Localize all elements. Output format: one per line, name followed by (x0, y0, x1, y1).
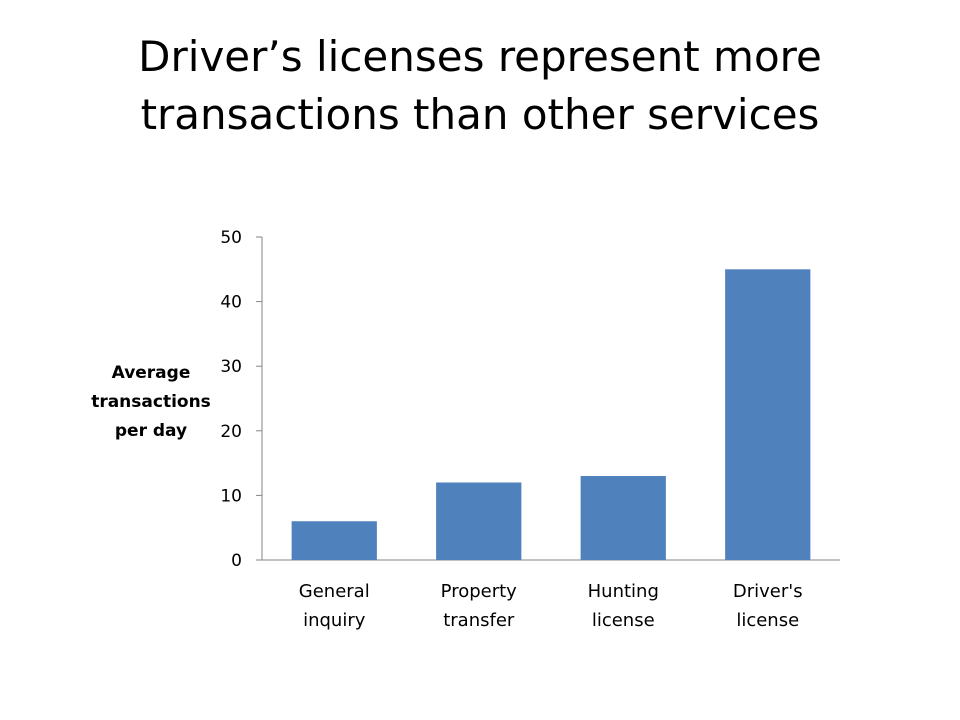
y-axis-title: Average transactions per day (91, 363, 211, 441)
y-tick-label: 0 (231, 551, 242, 571)
slide-title-line-2: transactions than other services (140, 90, 820, 139)
bar (436, 482, 522, 560)
y-axis-title-text: Average transactions per day (91, 363, 211, 441)
slide-title: Driver’s licenses represent more transac… (0, 28, 960, 144)
x-category-label: Driver's license (733, 581, 803, 631)
bar (725, 269, 811, 560)
y-tick-label: 40 (220, 293, 242, 313)
x-category-label: Hunting license (588, 581, 659, 631)
y-tick-label: 10 (220, 486, 242, 506)
y-tick-label: 50 (220, 228, 242, 248)
y-tick-label: 30 (220, 357, 242, 377)
bar (291, 521, 377, 560)
bar (580, 476, 666, 560)
x-category-labels: General inquiry Property transfer Hunting lic… (299, 581, 803, 631)
slide-title-line-1: Driver’s licenses represent more (138, 32, 822, 81)
bars (291, 269, 811, 560)
y-tick-labels: 0 10 20 30 40 50 (220, 228, 242, 571)
x-category-label: General inquiry (299, 581, 370, 631)
y-tick-label: 20 (220, 422, 242, 442)
x-category-label: Property transfer (441, 581, 518, 631)
